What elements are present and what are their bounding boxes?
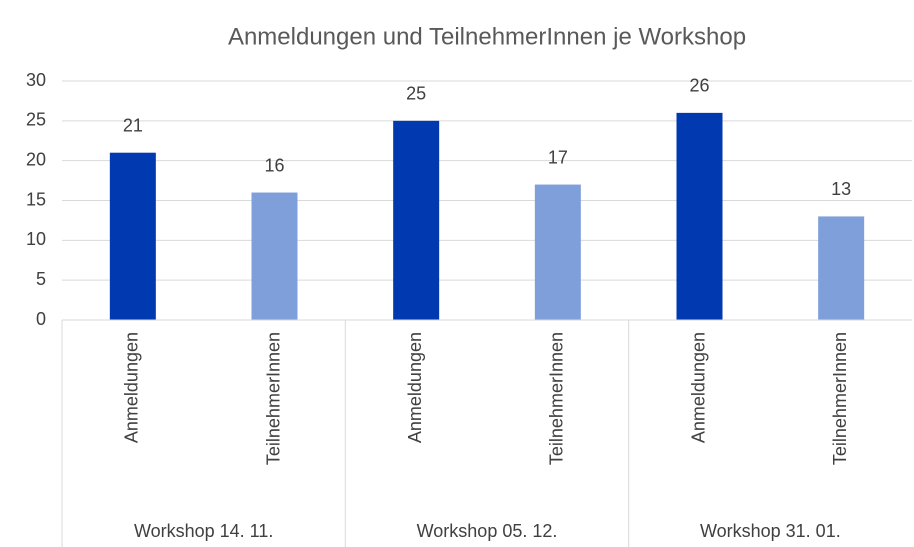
x-group-label: Workshop 14. 11. <box>134 521 273 541</box>
y-tick-label: 0 <box>36 309 46 329</box>
y-tick-label: 30 <box>26 70 46 90</box>
x-tick-label: TeilnehmerInnen <box>547 332 567 465</box>
bar <box>818 216 865 320</box>
y-tick-label: 15 <box>26 189 46 209</box>
data-label: 26 <box>689 76 709 96</box>
x-tick-label: Anmeldungen <box>122 332 142 443</box>
x-group-label: Workshop 05. 12. <box>417 521 558 541</box>
data-label: 17 <box>548 147 568 167</box>
x-tick-label: TeilnehmerInnen <box>830 332 850 465</box>
x-group-label: Workshop 31. 01. <box>700 521 841 541</box>
x-tick-label: Anmeldungen <box>405 332 425 443</box>
bar <box>676 112 723 320</box>
chart-title: Anmeldungen und TeilnehmerInnen je Works… <box>228 23 746 50</box>
y-tick-label: 10 <box>26 229 46 249</box>
bar <box>393 120 440 320</box>
data-label: 25 <box>406 84 426 104</box>
bar <box>534 184 581 320</box>
bar <box>251 192 298 320</box>
data-label: 13 <box>831 179 851 199</box>
data-label: 21 <box>123 115 143 135</box>
y-tick-label: 5 <box>36 269 46 289</box>
y-tick-label: 25 <box>26 110 46 130</box>
x-tick-label: TeilnehmerInnen <box>263 332 283 465</box>
y-tick-label: 20 <box>26 149 46 169</box>
bar <box>109 152 156 320</box>
data-label: 16 <box>264 155 284 175</box>
x-tick-label: Anmeldungen <box>688 332 708 443</box>
